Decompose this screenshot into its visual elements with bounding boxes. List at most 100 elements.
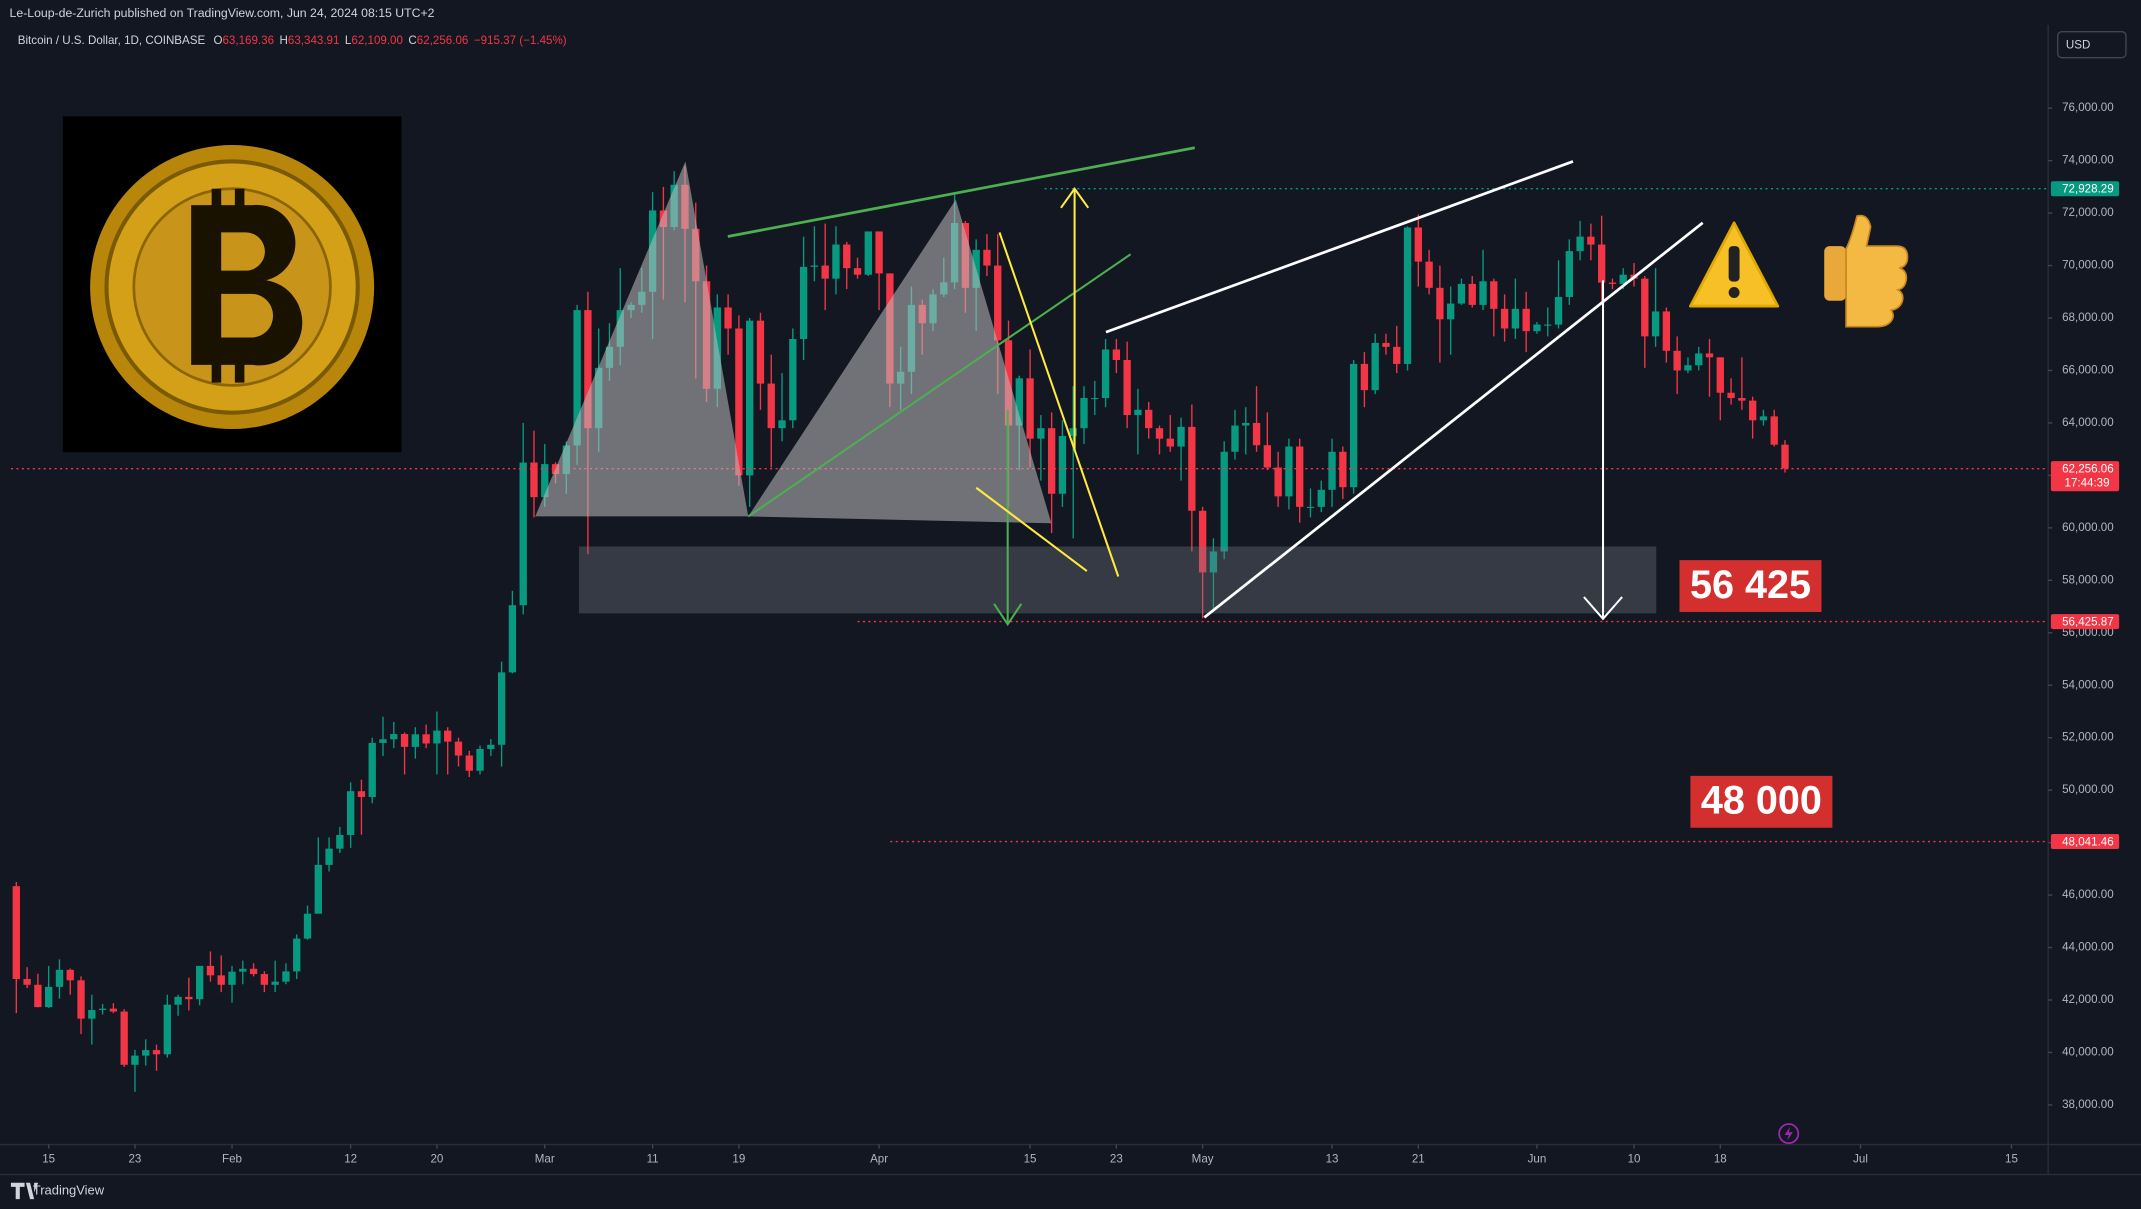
annotation-box xyxy=(1690,775,1833,828)
candle-body xyxy=(217,975,225,985)
x-tick-label: Jul xyxy=(1853,1153,1868,1166)
candle-body xyxy=(497,672,506,745)
candle-body xyxy=(1738,398,1746,401)
candle-body xyxy=(1608,282,1617,284)
currency-button[interactable] xyxy=(2057,31,2127,59)
candle-body xyxy=(1360,363,1369,391)
candle-body xyxy=(1328,451,1336,490)
arrow-head xyxy=(993,603,1023,627)
y-tick-label: 44,000.00 xyxy=(2062,941,2114,954)
candle-body xyxy=(746,320,754,476)
candle-body xyxy=(88,1009,96,1019)
candle-body xyxy=(131,1055,139,1065)
annotation-text: 48 000 xyxy=(1701,779,1822,823)
candle-body xyxy=(271,981,279,985)
candle-body xyxy=(1479,281,1487,305)
candle-body xyxy=(810,265,819,267)
candle-body xyxy=(1091,398,1099,400)
candle-body xyxy=(1015,378,1023,426)
arrow-head xyxy=(1583,596,1623,621)
candle-body xyxy=(120,1011,128,1065)
bitcoin-symbol xyxy=(234,360,245,383)
candle-body xyxy=(303,913,312,939)
wedge-line xyxy=(1105,160,1574,334)
candle-body xyxy=(1252,422,1261,446)
candle-body xyxy=(357,791,366,797)
candle-body xyxy=(1759,416,1768,421)
candle-body xyxy=(1134,409,1142,416)
candle-body xyxy=(1544,324,1552,326)
candle-body xyxy=(1123,359,1131,416)
candle-body xyxy=(1695,353,1703,366)
legend-change: −915.37 (−1.45%) xyxy=(474,34,567,47)
candle-body xyxy=(142,1050,150,1056)
candle-body xyxy=(66,969,74,981)
candle-body xyxy=(843,244,851,269)
candle-body xyxy=(1565,251,1573,298)
candle-body xyxy=(282,971,290,982)
price-tag-label: 62,256.06 xyxy=(2062,462,2114,475)
warning-icon xyxy=(1728,246,1740,282)
x-tick-label: 18 xyxy=(1714,1153,1727,1166)
warning-icon xyxy=(1728,287,1740,298)
candle-body xyxy=(1242,422,1250,426)
candle-body xyxy=(1263,445,1272,468)
x-tick-label: 10 xyxy=(1628,1153,1641,1166)
candle-body xyxy=(1349,363,1358,488)
candle-body xyxy=(1576,236,1584,252)
trend-line xyxy=(747,253,1132,518)
price-tag xyxy=(2050,614,2120,630)
legend-key: H xyxy=(280,34,288,47)
legend-symbol: Bitcoin / U.S. Dollar, 1D, COINBASE xyxy=(18,34,206,47)
candle-body xyxy=(1166,438,1174,447)
y-tick-label: 42,000.00 xyxy=(2062,993,2114,1006)
price-tag xyxy=(2050,461,2120,492)
y-tick-label: 60,000.00 xyxy=(2062,521,2114,534)
candle-body xyxy=(1285,446,1293,497)
candle-body xyxy=(519,462,527,606)
candle-body xyxy=(1490,281,1498,309)
candle-body xyxy=(853,268,862,275)
y-tick-label: 64,000.00 xyxy=(2062,416,2114,429)
x-tick-label: 19 xyxy=(732,1153,745,1166)
candle-body xyxy=(778,420,786,429)
event-icon[interactable] xyxy=(1784,1126,1793,1141)
x-tick-label: 20 xyxy=(430,1153,443,1166)
candle-body xyxy=(1403,227,1412,364)
candle-body xyxy=(1198,510,1207,573)
candle-body xyxy=(1673,350,1681,371)
candle-body xyxy=(724,307,732,329)
x-tick-label: 13 xyxy=(1326,1153,1339,1166)
candle-body xyxy=(821,265,829,279)
event-icon[interactable] xyxy=(1778,1123,1800,1145)
legend-value: 62,256.06 xyxy=(417,34,469,47)
x-tick-label: 15 xyxy=(1024,1153,1037,1166)
x-tick-label: 11 xyxy=(647,1153,659,1166)
currency-label[interactable]: USD xyxy=(2066,38,2090,51)
candle-body xyxy=(379,739,387,743)
candle-body xyxy=(1533,324,1541,332)
y-tick-label: 46,000.00 xyxy=(2062,888,2114,901)
candle-body xyxy=(228,971,236,985)
candle-body xyxy=(994,265,1002,341)
candle-body xyxy=(573,310,581,446)
candle-body xyxy=(799,266,808,339)
candle-body xyxy=(1511,308,1520,329)
x-tick-label: Jun xyxy=(1528,1153,1547,1166)
candle-body xyxy=(174,996,182,1005)
x-tick-label: 15 xyxy=(2005,1153,2018,1166)
candle-body xyxy=(1662,311,1671,351)
legend-key: C xyxy=(408,34,416,47)
candle-body xyxy=(983,249,991,266)
candle-body xyxy=(1651,311,1660,337)
candle-body xyxy=(163,1004,171,1055)
candle-body xyxy=(1619,274,1627,284)
published-line: Le-Loup-de-Zurich published on TradingVi… xyxy=(10,6,435,20)
candle-body xyxy=(1781,444,1789,469)
candle-body xyxy=(336,835,344,849)
thumb-icon xyxy=(1824,246,1847,301)
y-tick-label: 54,000.00 xyxy=(2062,678,2114,691)
y-tick-label: 52,000.00 xyxy=(2062,731,2114,744)
candle-body xyxy=(433,730,441,744)
candle-body xyxy=(239,968,247,972)
